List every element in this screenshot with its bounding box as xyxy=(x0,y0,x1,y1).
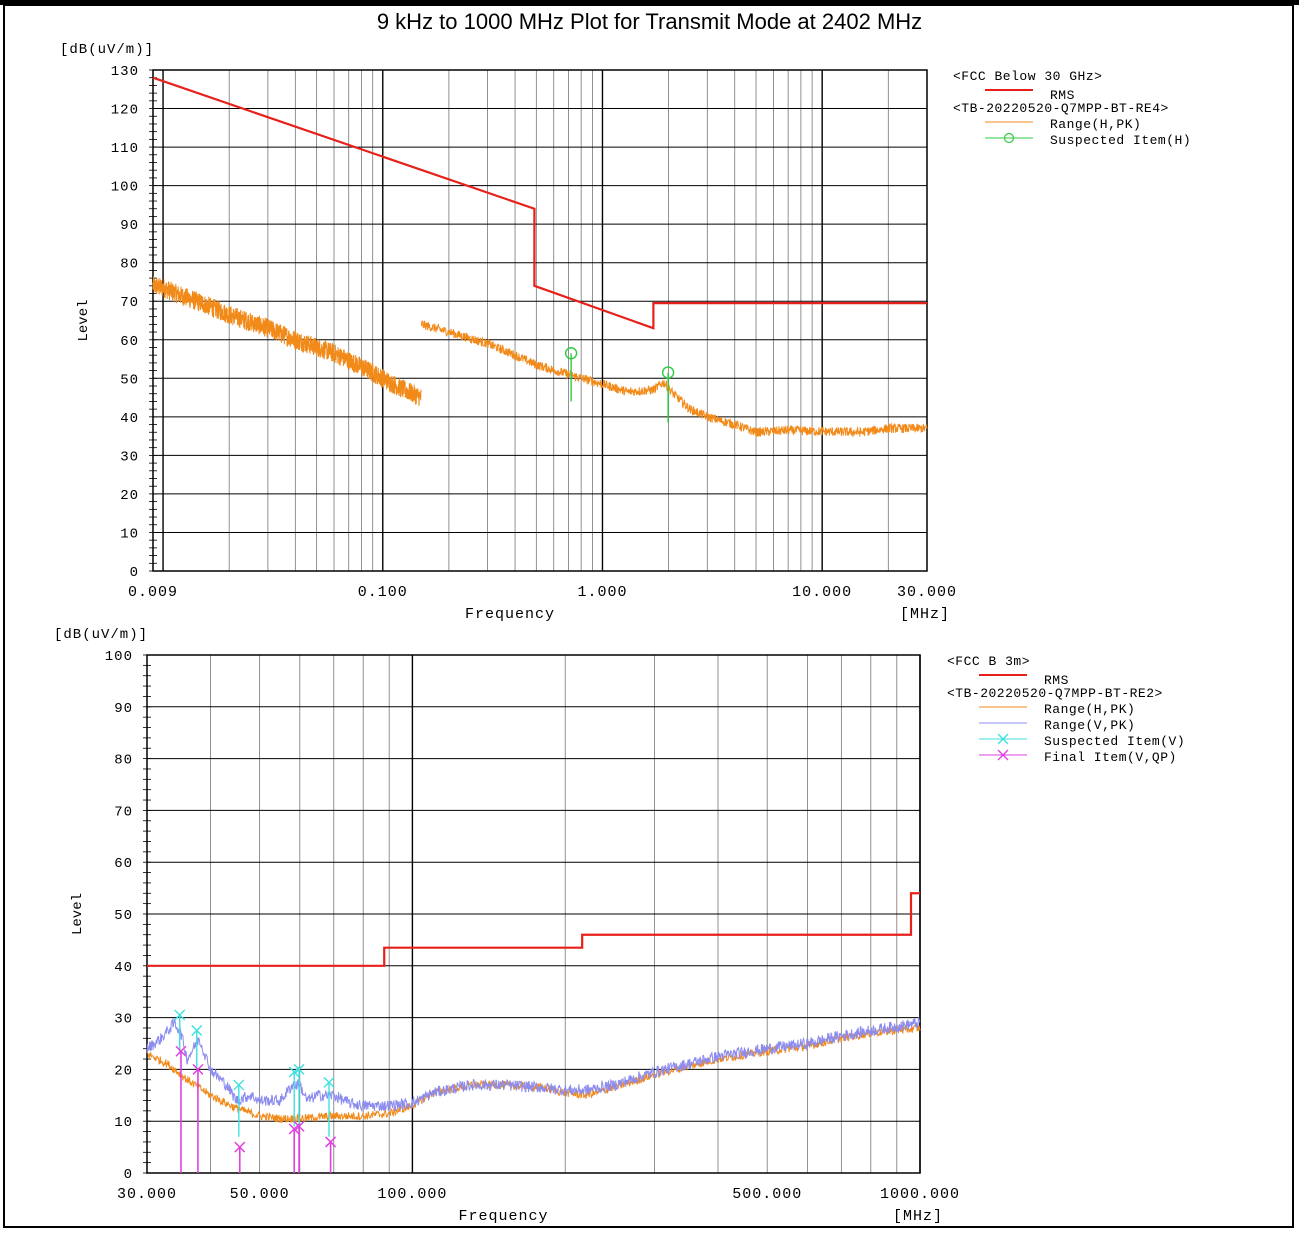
chart2-suspected-marker xyxy=(233,1079,245,1091)
chart2-plot-area xyxy=(146,654,921,1174)
chart1-suspected-marker xyxy=(661,366,675,379)
chart1-legend-label: Suspected Item(H) xyxy=(1050,133,1191,148)
chart1-y-tick-label: 120 xyxy=(111,103,139,119)
chart1-x-tick-label: 0.100 xyxy=(358,584,408,601)
chart1-legend-marker xyxy=(1003,132,1015,144)
chart1-y-tick-label: 130 xyxy=(111,64,139,80)
chart2-suspected-marker xyxy=(174,1009,186,1021)
chart1-y-tick-label: 90 xyxy=(120,218,139,234)
chart2-y-axis-label: Level xyxy=(70,893,86,935)
chart2-final-marker xyxy=(293,1120,305,1132)
chart1-y-tick-label: 100 xyxy=(111,180,139,196)
chart2-y-tick-label: 80 xyxy=(114,753,133,769)
chart1-x-tick-label: 1.000 xyxy=(577,584,627,601)
chart2-y-tick-label: 70 xyxy=(114,804,133,820)
chart2-x-tick-label: 50.000 xyxy=(230,1186,290,1203)
chart1-trace-range_h xyxy=(420,320,928,438)
chart2-y-tick-label: 30 xyxy=(114,1012,133,1028)
chart2-legend-marker xyxy=(997,749,1009,761)
chart2-y-tick-label: 10 xyxy=(114,1115,133,1131)
chart2-legend-label: Range(H,PK) xyxy=(1044,702,1135,717)
chart1-x-tick-label: 10.000 xyxy=(792,584,852,601)
chart2-legend-marker xyxy=(997,733,1009,745)
chart1-y-tick-label: 20 xyxy=(120,488,139,504)
chart1-trace-range_h xyxy=(152,276,422,406)
chart2-x-tick-label: 30.000 xyxy=(117,1186,177,1203)
chart2-limit-line xyxy=(147,892,920,967)
chart1-legend-header: <TB-20220520-Q7MPP-BT-RE4> xyxy=(953,101,1169,116)
chart2-x-axis-label: Frequency xyxy=(458,1208,548,1225)
chart1-legend-label: RMS xyxy=(1050,88,1075,103)
chart2-y-unit-label: [dB(uV/m)] xyxy=(54,627,148,643)
chart2-final-marker xyxy=(175,1045,187,1057)
chart1-x-tick-label: 30.000 xyxy=(897,584,957,601)
chart2-y-tick-label: 40 xyxy=(114,960,133,976)
chart1-suspected-marker xyxy=(564,347,578,360)
chart2-suspected-marker xyxy=(293,1063,305,1075)
chart2-legend-label: RMS xyxy=(1044,673,1069,688)
chart2-y-tick-label: 50 xyxy=(114,908,133,924)
chart1-y-tick-label: 30 xyxy=(120,449,139,465)
chart2-legend-label: Final Item(V,QP) xyxy=(1044,750,1177,765)
top-bar xyxy=(0,0,1299,5)
chart2-y-tick-label: 0 xyxy=(124,1167,133,1183)
chart2-y-tick-label: 90 xyxy=(114,701,133,717)
chart1-plot-area xyxy=(152,69,928,572)
chart2-x-tick-label: 500.000 xyxy=(732,1186,802,1203)
chart2-legend-label: Suspected Item(V) xyxy=(1044,734,1185,749)
chart2-y-tick-label: 20 xyxy=(114,1063,133,1079)
chart2-legend-header: <TB-20220520-Q7MPP-BT-RE2> xyxy=(947,686,1163,701)
chart1-y-unit-label: [dB(uV/m)] xyxy=(60,42,154,58)
chart1-y-tick-label: 0 xyxy=(130,565,139,581)
chart2-trace-range_v xyxy=(146,1017,921,1113)
chart1-limit-line xyxy=(152,76,927,330)
chart1-y-tick-label: 110 xyxy=(111,141,139,157)
chart2-legend-label: Range(V,PK) xyxy=(1044,718,1135,733)
chart1-y-axis-label: Level xyxy=(76,299,92,341)
chart1-y-tick-label: 40 xyxy=(120,411,139,427)
plot-frame xyxy=(3,4,1294,1228)
chart1-legend-label: Range(H,PK) xyxy=(1050,117,1141,132)
chart1-x-axis-label: Frequency xyxy=(465,606,555,623)
chart2-suspected-marker xyxy=(191,1025,203,1037)
chart2-legend-header: <FCC B 3m> xyxy=(947,654,1030,669)
chart1-x-unit-label: [MHz] xyxy=(900,606,950,623)
chart2-x-unit-label: [MHz] xyxy=(893,1208,943,1225)
chart1-y-tick-label: 60 xyxy=(120,334,139,350)
chart2-final-marker xyxy=(325,1136,337,1148)
chart2-x-tick-label: 1000.000 xyxy=(880,1186,960,1203)
chart1-y-tick-label: 50 xyxy=(120,372,139,388)
chart1-legend-header: <FCC Below 30 GHz> xyxy=(953,69,1102,84)
chart2-x-tick-label: 100.000 xyxy=(377,1186,447,1203)
chart2-final-marker xyxy=(234,1141,246,1153)
chart1-y-tick-label: 80 xyxy=(120,257,139,273)
page-title: 9 kHz to 1000 MHz Plot for Transmit Mode… xyxy=(376,9,923,34)
chart1-x-tick-label: 0.009 xyxy=(128,584,178,601)
chart2-suspected-marker xyxy=(323,1076,335,1088)
chart2-y-tick-label: 60 xyxy=(114,856,133,872)
chart2-final-marker xyxy=(192,1063,204,1075)
chart2-y-tick-label: 100 xyxy=(105,649,133,665)
chart1-y-tick-label: 70 xyxy=(120,295,139,311)
chart1-y-tick-label: 10 xyxy=(120,526,139,542)
